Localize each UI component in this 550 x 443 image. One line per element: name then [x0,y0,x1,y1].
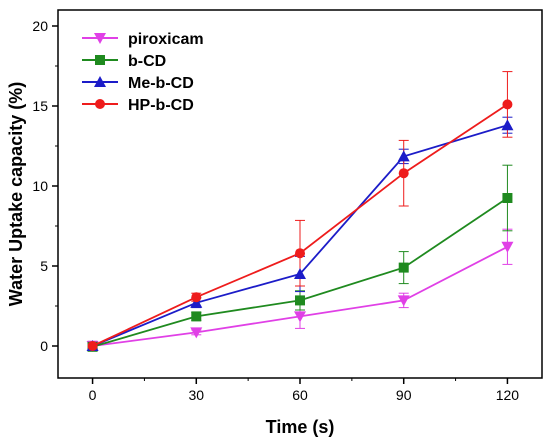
legend: piroxicam b-CD Me-b-CD HP-b-CD [82,31,204,114]
data-point-hp-b-cd [295,248,305,259]
legend-marker-b-cd [95,55,105,65]
x-axis-title: Time (s) [266,417,335,437]
x-tick-label: 120 [496,387,520,403]
data-point-hp-b-cd [502,99,513,110]
series-piroxicam [86,241,514,352]
data-point-me-b-cd [397,150,410,162]
x-tick-label: 90 [396,387,412,403]
y-tick-label: 15 [32,98,48,114]
legend-marker-me-b-cd [94,76,106,87]
legend-marker-piroxicam [94,33,106,44]
legend-label-hp-b-cd: HP-b-CD [128,97,194,114]
data-point-hp-b-cd [191,292,202,303]
x-tick-label: 0 [89,387,97,403]
data-point-me-b-cd [294,268,306,279]
data-point-b-cd [295,295,305,306]
data-point-b-cd [398,262,409,273]
data-point-piroxicam [397,295,410,307]
legend-label-piroxicam: piroxicam [128,31,204,48]
data-point-piroxicam [190,327,203,339]
legend-label-b-cd: b-CD [128,53,166,70]
x-tick-label: 60 [292,387,308,403]
series-group [86,99,514,352]
data-point-me-b-cd [190,296,203,308]
y-tick-label: 0 [40,338,48,354]
data-point-piroxicam [501,241,514,253]
data-point-piroxicam [294,311,306,323]
legend-label-me-b-cd: Me-b-CD [128,75,194,92]
y-tick-label: 20 [32,18,48,34]
y-axis-title: Water Uptake capacity (%) [6,82,26,306]
y-tick-label: 5 [40,258,48,274]
y-tick-label: 10 [32,178,48,194]
data-point-hp-b-cd [87,341,98,351]
data-point-b-cd [502,193,513,203]
data-point-hp-b-cd [398,168,409,179]
legend-marker-hp-b-cd [95,99,105,109]
data-point-b-cd [191,311,202,322]
axis-ticks: 0 30 60 90 120 0 5 10 15 20 [32,18,519,403]
series-hp-b-cd [87,99,513,351]
x-tick-label: 30 [188,387,204,403]
data-point-me-b-cd [501,119,514,131]
